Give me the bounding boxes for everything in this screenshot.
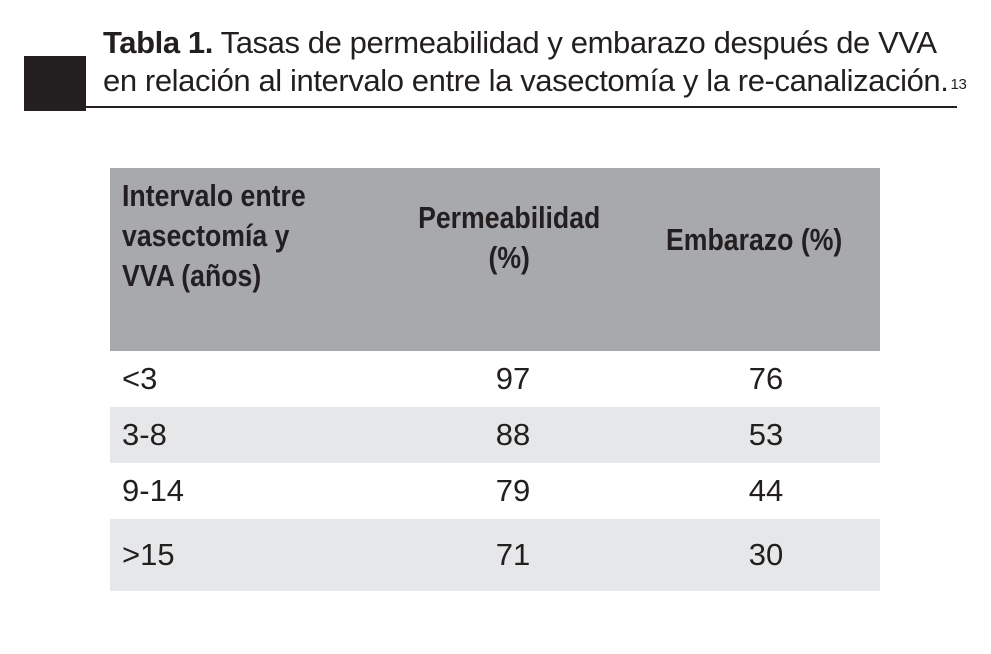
cell-permeability: 88 (495, 417, 531, 452)
table-row: 3-8 88 53 (110, 407, 880, 463)
cell-interval: 3-8 (122, 417, 167, 452)
header-pregnancy: Embarazo (%) (666, 222, 843, 257)
caption-label: Tabla 1. (103, 25, 213, 60)
table-row: >15 71 30 (110, 519, 880, 591)
cell-interval: >15 (122, 537, 175, 572)
header-permeability-line-1: Permeabilidad (418, 200, 601, 235)
data-table: Intervalo entre vasectomía y VVA (años) … (110, 168, 880, 591)
caption-reference: 13 (950, 76, 967, 93)
cell-permeability: 71 (495, 537, 531, 572)
cell-pregnancy: 76 (748, 361, 784, 396)
cell-interval: <3 (122, 361, 158, 396)
table-header: Intervalo entre vasectomía y VVA (años) … (110, 168, 880, 351)
caption-text-line-1: Tasas de permeabilidad y embarazo despué… (220, 25, 937, 60)
header-permeability: Permeabilidad (%) (406, 198, 612, 278)
caption-line-1: Tabla 1. Tasas de permeabilidad y embara… (103, 24, 973, 62)
cell-pregnancy: 53 (748, 417, 784, 452)
cell-permeability: 97 (495, 361, 531, 396)
header-interval-line-2: vasectomía y (122, 218, 290, 253)
caption-text-line-2: en relación al intervalo entre la vasect… (103, 63, 949, 98)
header-interval: Intervalo entre vasectomía y VVA (años) (122, 176, 306, 296)
caption-underline (86, 106, 957, 108)
caption-marker-block (24, 56, 86, 111)
cell-pregnancy: 44 (748, 473, 784, 508)
cell-interval: 9-14 (122, 473, 185, 508)
table-caption: Tabla 1. Tasas de permeabilidad y embara… (103, 24, 973, 100)
header-interval-line-1: Intervalo entre (122, 178, 306, 213)
header-interval-line-3: VVA (años) (122, 258, 262, 293)
table-row: 9-14 79 44 (110, 463, 880, 519)
caption-line-2: en relación al intervalo entre la vasect… (103, 62, 973, 100)
header-permeability-line-2: (%) (488, 240, 530, 275)
cell-pregnancy: 30 (748, 537, 784, 572)
table-row: <3 97 76 (110, 351, 880, 407)
cell-permeability: 79 (495, 473, 531, 508)
